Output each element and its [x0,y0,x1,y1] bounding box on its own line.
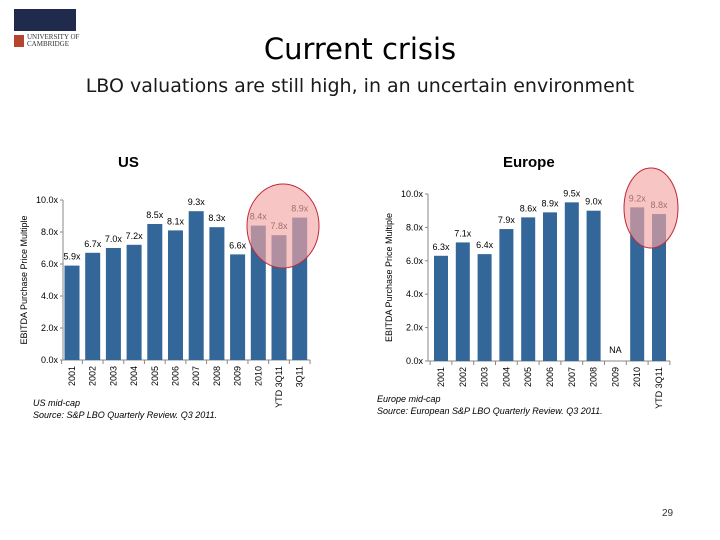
europe-data-label: 8.9x [541,198,559,208]
europe-y-tick-label: 6.0x [406,256,424,266]
us-x-tick-label: 2010 [253,366,263,386]
europe-data-label: 7.9x [498,215,516,225]
us-y-tick-label: 10.0x [36,195,59,205]
europe-bar [652,214,666,361]
europe-x-tick-label: 2002 [458,367,468,387]
us-bar [105,248,121,360]
us-data-label: 9.3x [188,197,206,207]
europe-x-tick-label: YTD 3Q11 [654,367,664,409]
europe-bar [434,255,448,361]
europe-source: Source: European S&P LBO Quarterly Revie… [377,406,603,416]
europe-x-tick-label: 2007 [567,367,577,387]
us-chart-title: US [118,154,139,171]
us-y-tick-label: 4.0x [41,291,59,301]
europe-bar [586,210,601,361]
europe-y-tick-label: 10.0x [401,189,424,199]
europe-bar [477,254,492,361]
us-x-tick-label: 2007 [191,366,201,386]
us-data-label: 7.0x [105,234,123,244]
cambridge-logo: UNIVERSITY OF CAMBRIDGE [14,34,87,48]
us-bar [168,230,183,360]
us-bar [126,244,142,360]
us-bar [230,254,246,360]
us-y-tick-label: 0.0x [41,355,59,365]
us-x-tick-label: 2005 [150,366,160,386]
us-x-tick-label: 2008 [212,366,222,386]
europe-y-tick-label: 2.0x [406,323,424,333]
us-data-label: 6.6x [229,240,247,250]
us-y-tick-label: 6.0x [41,259,59,269]
page-number: 29 [662,508,674,519]
europe-y-axis-label: EBITDA Purchase Price Multiple [384,213,394,342]
europe-data-label: 6.4x [476,240,494,250]
europe-note-label: Europe mid-cap [377,394,441,404]
europe-data-label: 9.0x [585,197,603,207]
europe-note: Europe mid-cap Source: European S&P LBO … [377,393,603,417]
us-x-tick-label: 2001 [67,366,77,386]
us-data-label: 8.1x [167,216,185,226]
us-bar [147,224,163,360]
us-data-label: 8.3x [208,213,226,223]
europe-data-label: 6.3x [432,242,450,252]
entrepreneurship-logo [14,9,76,31]
us-x-tick-label: 2009 [233,366,243,386]
europe-bar [630,207,645,361]
europe-x-tick-label: 2010 [632,367,642,387]
us-x-tick-label: 2002 [88,366,98,386]
europe-highlight-circle [623,167,679,249]
us-data-label: 8.5x [146,210,164,220]
europe-bar [521,217,536,361]
europe-data-label: 8.6x [520,203,538,213]
europe-x-tick-label: 2006 [545,367,555,387]
europe-y-tick-label: 4.0x [406,289,424,299]
cambridge-crest-icon [14,35,24,47]
europe-y-tick-label: 0.0x [406,356,424,366]
slide-title: Current crisis [263,32,457,66]
europe-bar [564,202,579,361]
europe-x-tick-label: 2008 [589,367,599,387]
us-note: US mid-cap Source: S&P LBO Quarterly Rev… [33,397,217,421]
us-y-axis-label: EBITDA Purchase Price Multiple [19,215,29,344]
slide-subtitle: LBO valuations are still high, in an unc… [85,75,635,97]
us-bar [188,211,204,360]
us-x-tick-label: YTD 3Q11 [274,366,284,408]
us-data-label: 5.9x [63,252,81,262]
us-data-label: 7.2x [126,231,144,241]
us-x-tick-label: 2004 [129,366,139,386]
us-y-tick-label: 2.0x [41,323,59,333]
us-data-label: 6.7x [84,239,102,249]
europe-x-tick-label: 2009 [610,367,620,387]
us-x-tick-label: 2006 [171,366,181,386]
us-bar [85,252,101,360]
europe-x-tick-label: 2004 [501,367,511,387]
us-x-tick-label: 3Q11 [295,366,305,387]
europe-x-tick-label: 2001 [436,367,446,387]
europe-x-tick-label: 2003 [480,367,490,387]
us-source: Source: S&P LBO Quarterly Review. Q3 201… [33,410,218,420]
us-bar [64,265,80,360]
europe-data-label: 7.1x [454,228,472,238]
us-y-tick-label: 8.0x [41,227,59,237]
europe-chart-title: Europe [503,154,555,171]
europe-bar [499,229,514,361]
us-note-label: US mid-cap [33,398,81,408]
us-highlight-circle [246,183,320,269]
us-x-tick-label: 2003 [108,366,118,386]
europe-x-tick-label: 2005 [523,367,533,387]
europe-bar [455,242,470,361]
europe-bar [543,212,557,361]
europe-y-tick-label: 8.0x [406,222,424,232]
europe-data-label: NA [609,345,622,355]
us-bar [209,227,225,360]
europe-data-label: 9.5x [563,188,581,198]
